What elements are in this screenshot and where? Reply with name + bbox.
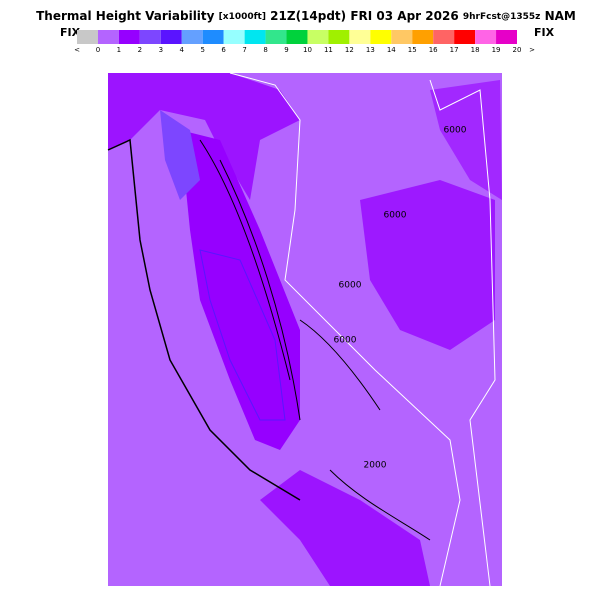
under-label: < [74,46,80,54]
contour-label: 2000 [364,461,387,471]
color-swatch [118,30,140,44]
color-swatch [202,30,224,44]
color-swatch [139,30,161,44]
fix-label: FIX [60,26,81,39]
colorbar: <0 1 2 3 4 5 6 7 8 9 10 11 12 13 14 15 16 17 18 19 20 > [74,30,535,54]
color-swatch [181,30,203,44]
color-swatch [77,30,98,44]
colorbar-tick-label: 14 [387,46,396,54]
map: 6000 6000 6000 6000 2000 [107,72,502,587]
terrain-region [430,80,502,200]
colorbar-tick-label: 17 [450,46,459,54]
color-swatch [349,30,371,44]
color-swatch [454,30,476,44]
title-part: FRI 03 Apr 2026 [350,9,458,23]
colorbar-tick-label: 0 [96,46,100,54]
color-swatch [391,30,413,44]
colorbar-tick-label: 12 [345,46,354,54]
colorbar-tick-label: 8 [263,46,267,54]
color-swatch [286,30,308,44]
title: Thermal Height Variability [x1000ft] 21Z… [36,9,576,23]
colorbar-tick-label: 7 [242,46,246,54]
color-swatch [412,30,434,44]
colorbar-tick-label: 18 [471,46,480,54]
colorbar-tick-label: 20 [513,46,522,54]
contour-label: 6000 [384,211,407,221]
color-swatch [475,30,497,44]
colorbar-tick-label: 16 [429,46,438,54]
color-swatch [265,30,287,44]
colorbar-tick-label: 10 [303,46,312,54]
title-part: 21Z(14pdt) [270,9,346,23]
color-swatch [223,30,245,44]
contour-label: 6000 [339,281,362,291]
coastline [107,138,301,501]
color-swatch [433,30,455,44]
terrain-region [160,110,200,200]
colorbar-tick-label: 19 [492,46,501,54]
terrain-region [360,180,495,350]
title-part: [x1000ft] [219,12,266,22]
title-part: 9hrFcst@1355z [463,12,541,22]
title-part: NAM [545,9,576,23]
contour [199,139,431,541]
colorbar-tick-label: 15 [408,46,417,54]
state-border [429,79,496,587]
colorbar-tick-label: 1 [117,46,121,54]
title-part: Thermal Height Variability [36,9,215,23]
state-border [229,72,461,587]
terrain-region [199,249,286,421]
colorbar-tick-label: 6 [221,46,226,54]
colorbar-tick-label: 4 [180,46,185,54]
color-swatch [496,30,517,44]
color-swatch [160,30,182,44]
color-swatch [328,30,350,44]
over-label: > [529,46,535,54]
fix-label: FIX [534,26,555,39]
color-swatch [97,30,119,44]
colorbar-tick-label: 13 [366,46,375,54]
contour-label: 6000 [334,336,357,346]
terrain-region [108,73,300,200]
contour-label: 6000 [444,126,467,136]
colorbar-tick-label: 11 [324,46,333,54]
colorbar-tick-label: 9 [284,46,288,54]
color-swatch [370,30,392,44]
color-swatch [244,30,266,44]
color-swatch [307,30,329,44]
colorbar-tick-label: 3 [159,46,163,54]
colorbar-tick-label: 2 [138,46,142,54]
terrain-region [260,470,430,586]
colorbar-tick-label: 5 [200,46,204,54]
